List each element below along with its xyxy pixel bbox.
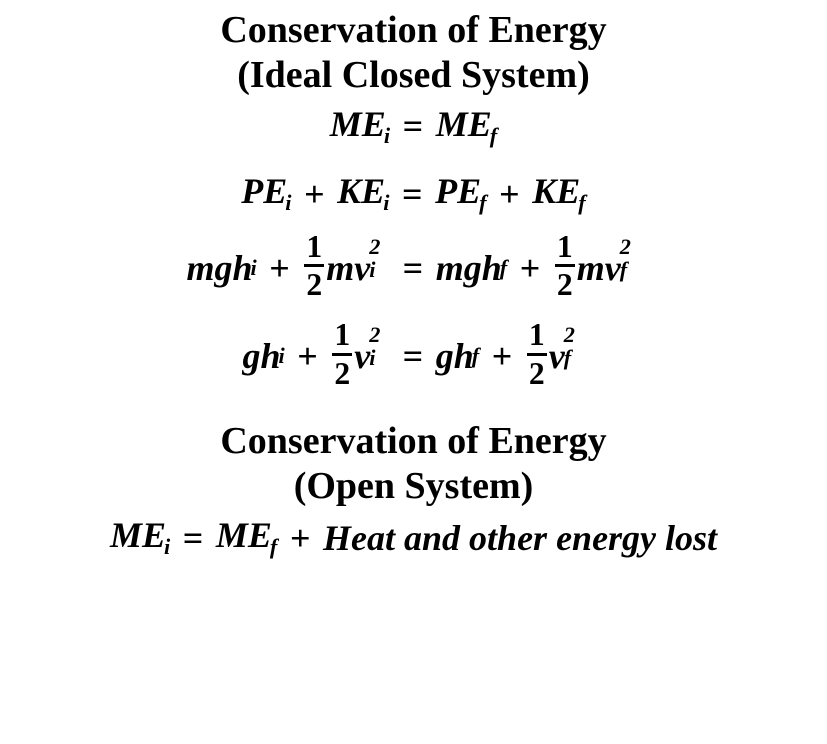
equals-sign: = bbox=[390, 250, 436, 286]
equals-sign: = bbox=[390, 338, 436, 374]
equation-open-system: MEi = MEf + Heat and other energy lost bbox=[0, 517, 827, 558]
section2-title-line1: Conservation of Energy bbox=[0, 419, 827, 464]
half-mv-f2: 1 2 mv2f bbox=[553, 233, 641, 303]
me-f: MEf bbox=[436, 106, 497, 147]
ke-i: KEi bbox=[337, 173, 389, 214]
fraction-half: 1 2 bbox=[527, 319, 547, 389]
plus-sign: + bbox=[291, 176, 337, 212]
fraction-half: 1 2 bbox=[555, 231, 575, 301]
equals-sign: = bbox=[170, 520, 216, 556]
equals-sign: = bbox=[390, 108, 436, 144]
me-f: MEf bbox=[216, 517, 277, 558]
plus-sign: + bbox=[285, 338, 331, 374]
plus-sign: + bbox=[479, 338, 525, 374]
section2-title-line2: (Open System) bbox=[0, 464, 827, 509]
fraction-half: 1 2 bbox=[304, 231, 324, 301]
mgh-i: mghi bbox=[186, 250, 256, 286]
pe-f: PEf bbox=[435, 173, 486, 214]
plus-sign: + bbox=[257, 250, 303, 286]
equation-mgh: mghi + 1 2 mv2i = mghf + 1 2 mv2f bbox=[0, 233, 827, 303]
fraction-half: 1 2 bbox=[332, 319, 352, 389]
me-i: MEi bbox=[110, 517, 170, 558]
plus-sign: + bbox=[507, 250, 553, 286]
equation-me: MEi = MEf bbox=[0, 106, 827, 147]
half-v-i2: 1 2 v2i bbox=[330, 321, 390, 391]
half-v-f2: 1 2 v2f bbox=[525, 321, 585, 391]
plus-sign: + bbox=[487, 176, 533, 212]
page: Conservation of Energy (Ideal Closed Sys… bbox=[0, 0, 827, 558]
me-i: MEi bbox=[330, 106, 390, 147]
section1-title-line2: (Ideal Closed System) bbox=[0, 53, 827, 98]
pe-i: PEi bbox=[241, 173, 291, 214]
equation-pe-ke: PEi + KEi = PEf + KEf bbox=[0, 173, 827, 214]
section1-title-line1: Conservation of Energy bbox=[0, 8, 827, 53]
mgh-f: mghf bbox=[436, 250, 507, 286]
equation-gh: ghi + 1 2 v2i = ghf + 1 2 v2f bbox=[0, 321, 827, 391]
ke-f: KEf bbox=[532, 173, 585, 214]
equals-sign: = bbox=[389, 176, 435, 212]
gh-f: ghf bbox=[436, 338, 479, 374]
heat-lost-text: Heat and other energy lost bbox=[323, 520, 717, 556]
plus-sign: + bbox=[277, 520, 323, 556]
half-mv-i2: 1 2 mv2i bbox=[302, 233, 390, 303]
gh-i: ghi bbox=[242, 338, 284, 374]
